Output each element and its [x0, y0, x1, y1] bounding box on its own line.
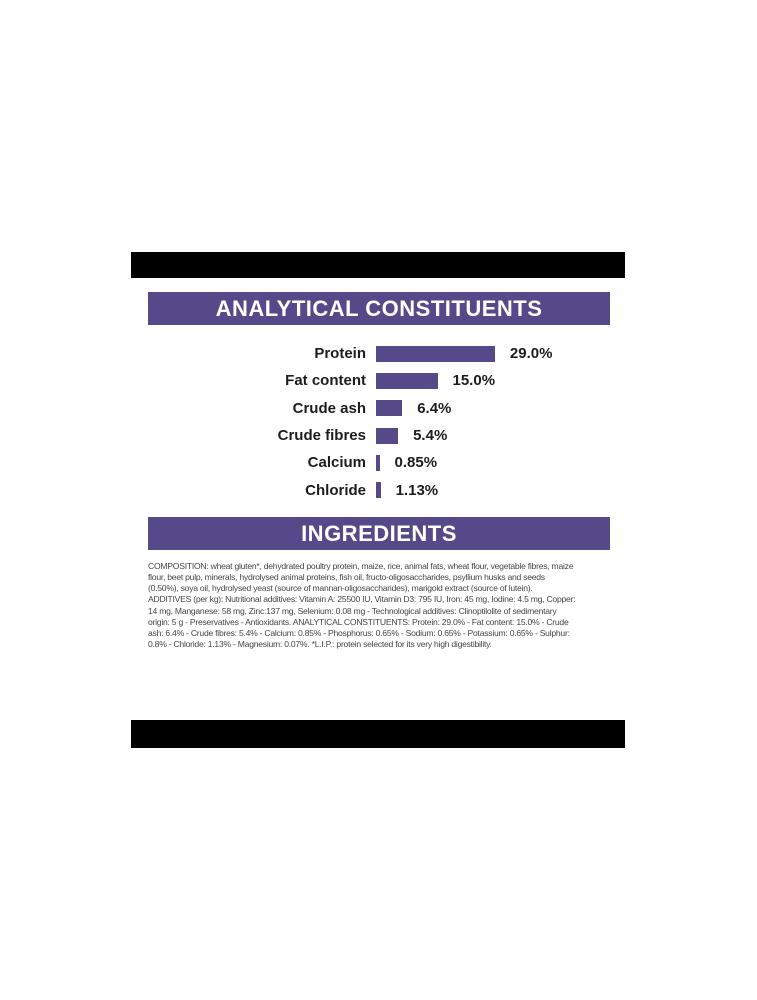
chart-row-calcium: Calcium 0.85%: [148, 449, 628, 476]
ingredients-line: COMPOSITION: wheat gluten*, dehydrated p…: [148, 561, 574, 571]
chart-value-crude-ash: 6.4%: [417, 399, 452, 417]
chart-row-chloride: Chloride 1.13%: [148, 476, 628, 503]
chart-row-fat-content: Fat content 15.0%: [148, 367, 628, 394]
ingredients-title: INGREDIENTS: [301, 521, 457, 546]
chart-row-crude-fibres: Crude fibres 5.4%: [148, 422, 628, 449]
chart-value-crude-fibres: 5.4%: [413, 427, 448, 445]
ingredients-line: 0.8% - Chloride: 1.13% - Magnesium: 0.07…: [148, 639, 492, 650]
value-bar: [376, 427, 399, 444]
ingredients-text: COMPOSITION: wheat gluten*, dehydrated p…: [148, 561, 618, 650]
analytical-constituents-header: ANALYTICAL CONSTITUENTS: [148, 292, 610, 325]
chart-value-fat-content: 15.0%: [452, 372, 496, 390]
chart-value-protein: 29.0%: [509, 345, 553, 363]
value-bar: [376, 372, 438, 389]
ingredients-line: 14 mg, Manganese: 58 mg, Zinc:137 mg, Se…: [148, 605, 557, 616]
ingredients-header: INGREDIENTS: [148, 517, 610, 550]
chart-label-fat-content: Fat content: [285, 372, 366, 390]
ingredients-line: origin: 5 g - Preservatives - Antioxidan…: [148, 616, 569, 627]
chart-value-chloride: 1.13%: [395, 481, 439, 499]
bottom-trim-bar: [131, 720, 625, 748]
analytical-constituents-chart: Protein 29.0% Fat content 15.0% Crude as…: [148, 340, 628, 504]
top-trim-bar: [131, 252, 625, 278]
ingredients-line: ash: 6.4% - Crude fibres: 5.4% - Calcium…: [148, 627, 570, 638]
chart-row-crude-ash: Crude ash 6.4%: [148, 395, 628, 422]
ingredients-line: ADDITIVES (per kg): Nutritional additive…: [148, 594, 576, 605]
chart-value-calcium: 0.85%: [394, 454, 438, 472]
value-bar: [376, 454, 380, 471]
chart-label-protein: Protein: [314, 345, 366, 363]
value-bar: [376, 345, 495, 362]
chart-label-chloride: Chloride: [305, 481, 366, 499]
chart-row-protein: Protein 29.0%: [148, 340, 628, 367]
chart-label-calcium: Calcium: [307, 454, 366, 472]
value-bar: [376, 482, 381, 499]
ingredients-line: (0.50%), soya oil, hydrolysed yeast (sou…: [148, 583, 533, 594]
analytical-constituents-title: ANALYTICAL CONSTITUENTS: [215, 296, 543, 321]
ingredients-line: flour, beet pulp, minerals, hydrolysed a…: [148, 572, 545, 583]
chart-label-crude-ash: Crude ash: [292, 399, 366, 417]
value-bar: [376, 400, 403, 417]
chart-label-crude-fibres: Crude fibres: [277, 427, 366, 445]
